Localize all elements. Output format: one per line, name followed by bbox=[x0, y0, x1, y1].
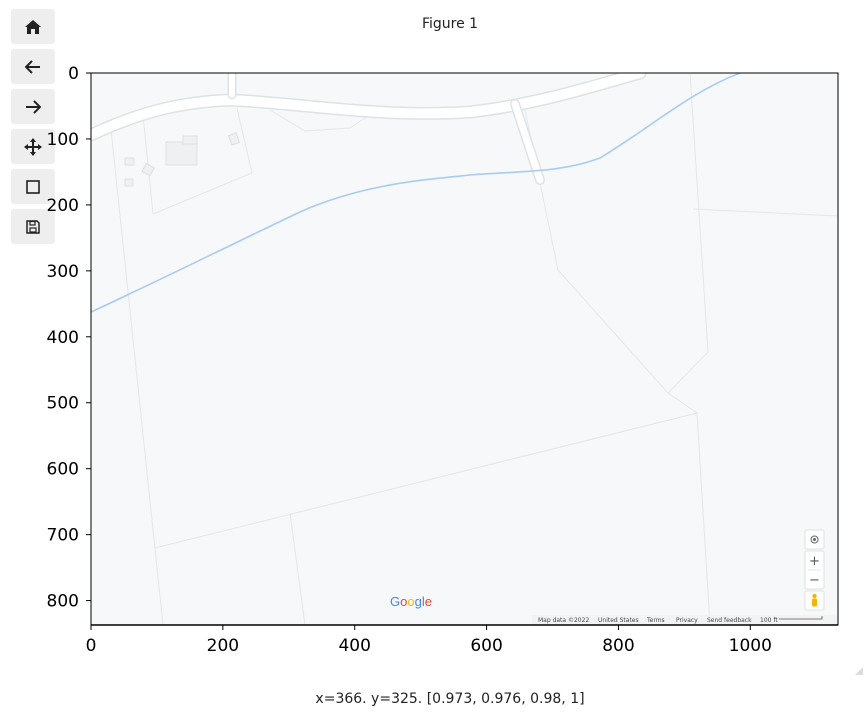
x-tick-label: 600 bbox=[470, 636, 502, 656]
arrow-left-icon bbox=[25, 59, 40, 74]
y-tick-label: 300 bbox=[47, 262, 79, 282]
axes[interactable]: Google Map data ©2022 United States Term… bbox=[0, 0, 865, 690]
parcel-lines bbox=[109, 73, 838, 625]
zoom-button[interactable] bbox=[11, 169, 55, 204]
y-tick-label: 400 bbox=[47, 328, 79, 348]
scale-bar bbox=[779, 616, 823, 620]
toolbar bbox=[11, 9, 55, 249]
buildings bbox=[124, 132, 241, 187]
resize-grip-icon[interactable] bbox=[855, 667, 863, 675]
attribution-terms[interactable]: Terms bbox=[646, 617, 665, 624]
y-tick-label: 700 bbox=[47, 526, 79, 546]
y-tick-label: 800 bbox=[47, 592, 79, 612]
stream bbox=[91, 73, 741, 313]
y-ticks: 0 100 200 300 400 500 600 700 800 bbox=[47, 64, 91, 612]
y-tick-label: 100 bbox=[47, 130, 79, 150]
zoom-out-button[interactable]: − bbox=[809, 573, 820, 588]
figure-title: Figure 1 bbox=[421, 16, 479, 32]
home-button[interactable] bbox=[11, 9, 55, 44]
x-tick-label: 200 bbox=[207, 636, 239, 656]
x-tick-label: 0 bbox=[86, 636, 97, 656]
pegman-icon bbox=[812, 593, 817, 599]
y-tick-label: 500 bbox=[47, 394, 79, 414]
attribution-scale: 100 ft bbox=[760, 617, 778, 624]
x-ticks: 0 200 400 600 800 1000 bbox=[86, 625, 772, 656]
attribution-feedback[interactable]: Send feedback bbox=[707, 617, 752, 624]
google-logo: Google bbox=[390, 594, 432, 609]
arrow-right-icon bbox=[26, 99, 41, 114]
forward-button[interactable] bbox=[11, 89, 55, 124]
my-location-icon bbox=[810, 535, 819, 544]
save-button[interactable] bbox=[11, 209, 55, 244]
zoom-controls: + − bbox=[804, 550, 825, 590]
back-button[interactable] bbox=[11, 49, 55, 84]
pan-button[interactable] bbox=[11, 129, 55, 164]
roads bbox=[91, 73, 647, 185]
map-background bbox=[91, 73, 838, 625]
map-image: Google Map data ©2022 United States Term… bbox=[91, 73, 838, 625]
status-readout: x=366. y=325. [0.973, 0.976, 0.98, 1] bbox=[315, 691, 585, 707]
home-icon bbox=[25, 19, 41, 34]
y-tick-label: 200 bbox=[47, 196, 79, 216]
zoom-in-button[interactable]: + bbox=[809, 554, 820, 569]
pegman-button[interactable] bbox=[804, 590, 825, 611]
x-tick-label: 400 bbox=[338, 636, 370, 656]
attribution-bar bbox=[532, 615, 838, 625]
move-icon bbox=[24, 137, 42, 156]
y-tick-label: 0 bbox=[68, 64, 79, 84]
attribution-map-data: Map data ©2022 bbox=[538, 617, 589, 624]
x-tick-label: 800 bbox=[602, 636, 634, 656]
plot-area: Google Map data ©2022 United States Term… bbox=[0, 0, 865, 690]
location-button[interactable] bbox=[804, 529, 825, 550]
x-tick-label: 1000 bbox=[729, 636, 772, 656]
attribution-privacy[interactable]: Privacy bbox=[676, 617, 698, 624]
attribution-region[interactable]: United States bbox=[598, 617, 639, 624]
floppy-disk-icon bbox=[26, 219, 40, 234]
square-icon bbox=[26, 179, 40, 194]
y-tick-label: 600 bbox=[47, 460, 79, 480]
